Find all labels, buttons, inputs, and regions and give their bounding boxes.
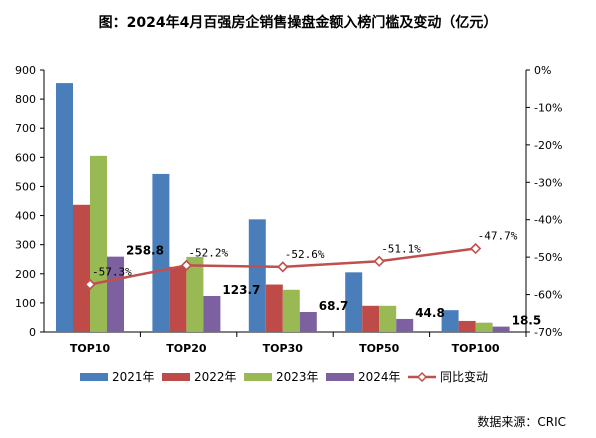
bar-4-top50 — [396, 318, 414, 332]
y-right-tick-label: -70% — [534, 326, 562, 339]
bar-2-top50 — [362, 305, 380, 332]
y-right-tick-label: -40% — [534, 214, 562, 227]
y-left-tick-label: 0 — [29, 326, 36, 339]
y-left-tick-label: 500 — [15, 180, 36, 193]
bar-4-top30 — [299, 312, 317, 332]
bar-1-top20 — [152, 173, 170, 332]
legend-label: 2021年 — [112, 370, 155, 384]
bar-1-top10 — [56, 83, 73, 332]
bar-1-top50 — [345, 272, 363, 332]
x-category-label: TOP10 — [70, 342, 111, 355]
yoy-change-marker — [277, 261, 289, 273]
legend-line-marker — [416, 371, 428, 383]
yoy-change-marker — [373, 255, 385, 267]
y-right-tick-label: -10% — [534, 101, 562, 114]
yoy-change-marker — [84, 278, 96, 291]
legend-label: 2024年 — [358, 370, 401, 384]
bar-value-label: 68.7 — [319, 299, 349, 313]
y-left-tick-label: 600 — [15, 151, 36, 164]
bar-1-top30 — [248, 219, 266, 332]
y-left-tick-label: 800 — [15, 93, 36, 106]
bar-3-top100 — [475, 322, 493, 332]
yoy-change-label: -52.6% — [285, 248, 325, 261]
bar-2-top10 — [73, 204, 90, 332]
legend-label: 2023年 — [276, 370, 319, 384]
bar-3-top50 — [379, 305, 397, 332]
y-right-tick-label: -50% — [534, 251, 562, 264]
y-left-tick-label: 200 — [15, 268, 36, 281]
legend-swatch — [162, 373, 190, 381]
bar-2-top100 — [458, 320, 476, 332]
legend-label: 同比变动 — [440, 369, 488, 384]
bar-2-top30 — [265, 284, 283, 332]
y-right-tick-label: -60% — [534, 289, 562, 302]
x-category-label: TOP20 — [166, 342, 207, 355]
bar-4-top20 — [203, 295, 221, 332]
yoy-change-marker — [469, 242, 482, 255]
y-right-tick-label: -30% — [534, 176, 562, 189]
bar-2-top20 — [169, 266, 187, 332]
x-category-label: TOP30 — [263, 342, 304, 355]
legend-label: 2022年 — [194, 370, 237, 384]
yoy-change-label: -57.3% — [92, 265, 132, 278]
y-left-tick-label: 900 — [15, 64, 36, 77]
legend-swatch — [80, 373, 108, 381]
y-right-tick-label: -20% — [534, 139, 562, 152]
bar-4-top10 — [107, 256, 124, 332]
y-right-tick-label: 0% — [534, 64, 551, 77]
bar-3-top20 — [186, 256, 204, 332]
source-note: 数据来源：CRIC — [477, 414, 566, 429]
yoy-change-label: -47.7% — [478, 230, 518, 243]
bar-3-top30 — [282, 289, 300, 332]
x-category-label: TOP100 — [452, 342, 500, 355]
x-category-label: TOP50 — [359, 342, 400, 355]
bar-value-label: 258.8 — [126, 244, 164, 258]
bar-value-label: 44.8 — [415, 306, 445, 320]
bar-value-label: 18.5 — [512, 314, 542, 328]
bar-4-top100 — [492, 326, 510, 332]
bar-1-top100 — [441, 310, 459, 332]
bar-3-top10 — [90, 155, 107, 332]
legend-swatch — [326, 373, 354, 381]
y-left-tick-label: 100 — [15, 297, 36, 310]
chart-title: 图：2024年4月百强房企销售操盘金额入榜门槛及变动（亿元） — [99, 14, 498, 31]
yoy-change-marker — [180, 259, 193, 272]
y-left-tick-label: 400 — [15, 210, 36, 223]
bar-value-label: 123.7 — [222, 283, 260, 297]
legend-swatch — [244, 373, 272, 381]
y-left-tick-label: 700 — [15, 122, 36, 135]
yoy-change-label: -52.2% — [188, 246, 228, 259]
y-left-tick-label: 300 — [15, 239, 36, 252]
yoy-change-label: -51.1% — [381, 242, 421, 255]
